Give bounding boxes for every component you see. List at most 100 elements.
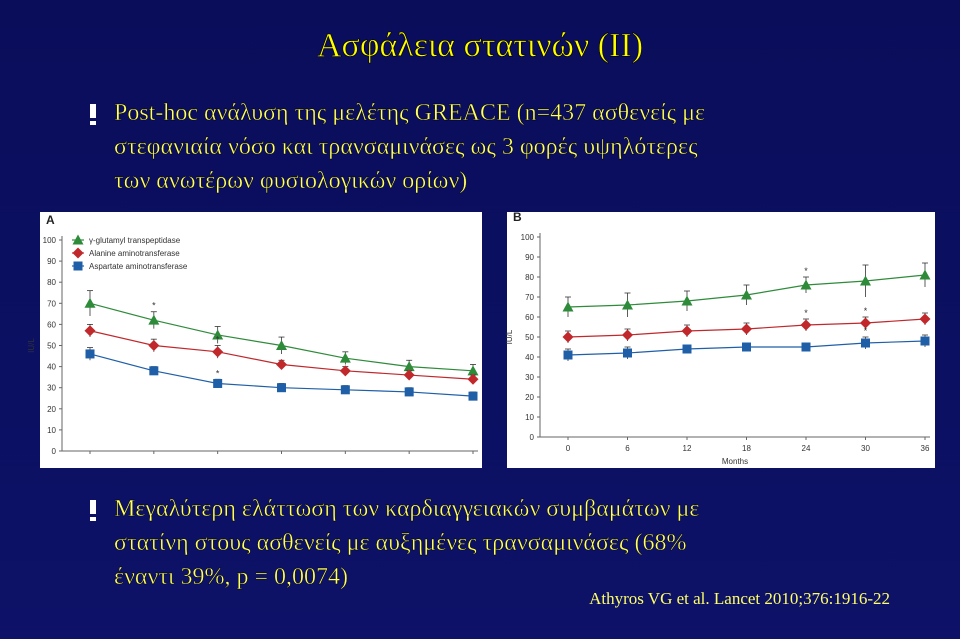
x-tick-label: 36 — [921, 444, 930, 453]
marker — [339, 365, 351, 377]
significance-flag: * — [864, 326, 868, 336]
y-tick-label: 80 — [47, 278, 56, 287]
x-tick-label: 6 — [625, 444, 630, 453]
marker — [467, 365, 479, 376]
y-tick-label: 90 — [47, 257, 56, 266]
y-tick-label: 80 — [525, 273, 534, 282]
marker — [339, 352, 351, 363]
significance-flag: * — [152, 301, 156, 311]
y-tick-label: 90 — [525, 253, 534, 262]
x-tick-label: 12 — [683, 444, 692, 453]
bullet-text: στατίνη στους ασθενείς με αυξημένες τραν… — [114, 530, 686, 556]
marker — [213, 378, 223, 388]
y-tick-label: 50 — [525, 333, 534, 342]
marker — [84, 325, 96, 337]
marker — [800, 319, 812, 331]
significance-flag: * — [804, 266, 808, 276]
y-tick-label: 10 — [47, 426, 56, 435]
y-tick-label: 10 — [525, 413, 534, 422]
marker — [403, 369, 415, 381]
y-tick-label: 30 — [525, 373, 534, 382]
y-tick-label: 50 — [47, 342, 56, 351]
marker — [741, 289, 752, 300]
y-tick-label: 0 — [530, 433, 535, 442]
marker — [148, 340, 160, 351]
marker — [920, 336, 930, 346]
marker — [622, 329, 633, 341]
y-tick-label: 100 — [43, 236, 57, 245]
marker — [148, 314, 160, 325]
marker — [681, 325, 693, 337]
marker — [562, 331, 574, 343]
slide-title: Ασφάλεια στατινών (ΙΙ) — [317, 27, 643, 64]
marker — [85, 349, 95, 359]
y-tick-label: 30 — [47, 384, 56, 393]
bullet-icon — [90, 104, 96, 125]
y-tick-label: 100 — [521, 233, 535, 242]
legend-label: Alanine aminotransferase — [89, 249, 180, 258]
marker — [563, 350, 573, 360]
x-tick-label: 24 — [802, 444, 811, 453]
x-tick-label: 0 — [566, 444, 571, 453]
marker — [468, 391, 478, 401]
x-tick-label: 30 — [861, 444, 870, 453]
significance-flag: * — [216, 368, 220, 378]
legend-label: Aspartate aminotransferase — [89, 262, 188, 271]
significance-flag: * — [864, 306, 868, 316]
y-tick-label: 60 — [47, 320, 56, 329]
marker — [84, 297, 96, 308]
marker — [276, 340, 287, 350]
marker — [622, 299, 633, 310]
marker — [276, 358, 287, 370]
citation: Athyros VG et al. Lancet 2010;376:1916-2… — [589, 589, 890, 608]
chart-panel — [40, 212, 482, 468]
y-tick-label: 40 — [525, 353, 534, 362]
marker — [72, 247, 84, 259]
y-axis-label: IU/L — [505, 329, 514, 344]
marker — [149, 366, 159, 376]
y-axis-label: IU/L — [27, 338, 36, 353]
chart-panel — [507, 212, 935, 468]
y-tick-label: 0 — [52, 447, 57, 456]
marker — [212, 346, 224, 358]
y-tick-label: 60 — [525, 313, 534, 322]
bullet-text: στεφανιαία νόσο και τρανσαμινάσες ως 3 φ… — [114, 134, 698, 160]
bullet-icon — [90, 500, 96, 521]
significance-flag: * — [804, 308, 808, 318]
marker — [212, 329, 224, 340]
chart: A IU/L 0 10 20 30 40 50 60 70 80 90 100 * γ-glutamyl t… — [27, 213, 479, 456]
marker — [72, 234, 84, 245]
chart: B IU/L 0 10 20 30 40 50 60 70 80 90 100 0 6 12 18 24 30 36 M… — [505, 210, 931, 466]
bullet-text: Μεγαλύτερη ελάττωση των καρδιαγγειακών σ… — [114, 496, 699, 522]
marker — [741, 323, 752, 335]
marker — [277, 383, 286, 393]
x-tick-label: 18 — [742, 444, 751, 453]
marker — [800, 279, 812, 290]
marker — [73, 261, 83, 271]
marker — [742, 342, 751, 352]
bullet-text: Post-hoc ανάλυση της μελέτης GREACE (n=4… — [114, 100, 705, 126]
bullet-text: των ανωτέρων φυσιολογικών ορίων) — [114, 168, 467, 194]
marker — [340, 385, 350, 395]
significance-flag: * — [216, 335, 220, 345]
marker — [403, 361, 415, 372]
panel-label: B — [513, 210, 522, 224]
y-tick-label: 20 — [47, 405, 56, 414]
marker — [404, 387, 414, 397]
marker — [801, 342, 811, 352]
x-axis-label: Months — [722, 457, 748, 466]
legend-label: γ-glutamyl transpeptidase — [89, 236, 181, 245]
y-tick-label: 20 — [525, 393, 534, 402]
marker — [682, 344, 692, 354]
marker — [860, 275, 871, 286]
y-tick-label: 70 — [47, 299, 56, 308]
bullet-text: έναντι 39%, p = 0,0074) — [114, 564, 348, 590]
marker — [623, 348, 632, 358]
marker — [681, 295, 693, 306]
marker — [919, 269, 931, 280]
marker — [562, 301, 574, 312]
panel-label: A — [46, 213, 55, 227]
marker — [861, 338, 870, 348]
